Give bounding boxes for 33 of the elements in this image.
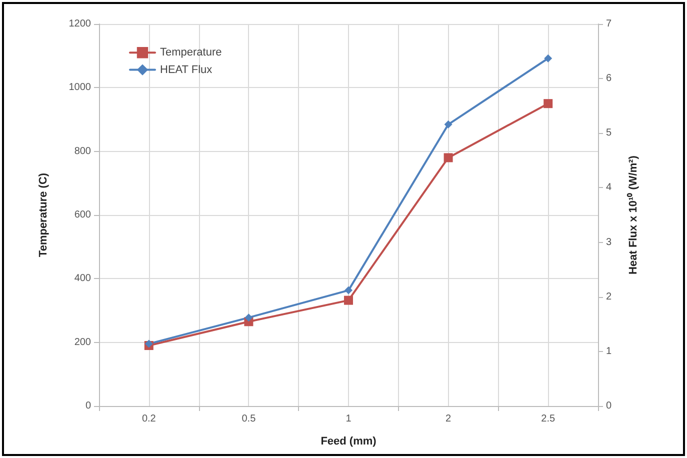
y2-tick-label: 7 [606,18,612,30]
y-tick-label: 1000 [68,82,92,94]
x-tick-label: 0.5 [242,414,256,424]
x-tick-label: 2.5 [541,414,556,424]
point [544,99,553,108]
y-tick-label: 0 [85,400,92,412]
y-axis-title: Temperature (C) [38,172,50,258]
x-tick-label: 0.2 [142,414,156,424]
y-tick-label: 600 [74,210,92,220]
point [544,54,552,62]
x-tick-label: 1 [346,414,352,424]
point [344,286,352,294]
y2-axis-title: Heat Flux x 10¹⁰ (W/m²) [626,155,640,274]
point [344,296,353,305]
point [144,340,153,348]
x-axis-title: Feed (mm) [320,436,377,448]
y2-tick-label: 4 [606,182,612,194]
point [244,314,253,322]
y-tick-label: 800 [74,146,92,157]
y2-tick-label: 0 [606,400,612,412]
y2-tick-label: 5 [606,128,612,139]
y-tick-label: 1200 [68,18,92,30]
legend-label: Temperature [160,46,222,59]
point [444,153,453,162]
legend-label: HEAT Flux [160,64,213,76]
y2-tick-label: 6 [606,73,612,84]
y-tick-label: 200 [74,336,92,348]
point [444,120,452,128]
y2-tick-label: 2 [606,291,612,302]
x-tick-label: 2 [446,414,452,424]
y2-tick-label: 3 [606,236,612,248]
y2-tick-label: 1 [606,346,612,357]
y-tick-label: 400 [74,273,92,284]
